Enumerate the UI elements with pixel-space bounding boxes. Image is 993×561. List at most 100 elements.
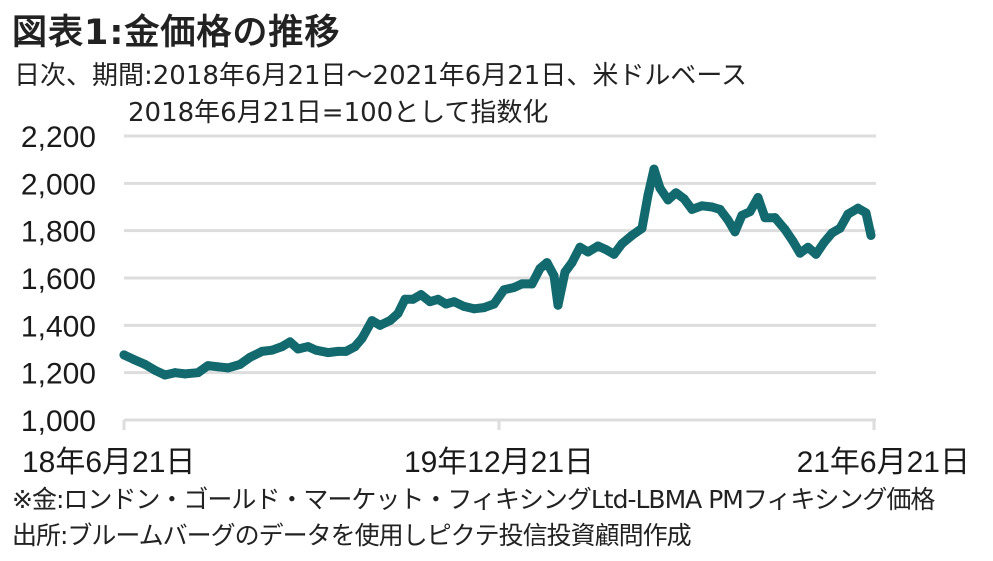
data-point — [140, 359, 150, 369]
source-note: 出所:ブルームバーグのデータを使用しピクテ投信投資顧問作成 — [12, 521, 692, 550]
data-point — [160, 370, 170, 380]
data-point — [213, 362, 223, 372]
data-point — [637, 223, 647, 233]
y-tick-label: 2,200 — [21, 121, 96, 154]
data-point — [745, 207, 755, 217]
x-tick-label: 18年6月21日 — [22, 446, 195, 479]
y-tick-label: 1,200 — [21, 358, 96, 391]
data-point — [235, 359, 245, 369]
data-point — [542, 258, 552, 268]
data-point — [150, 365, 160, 375]
data-point — [277, 342, 287, 352]
gridlines — [124, 134, 876, 375]
data-point — [553, 300, 563, 310]
data-point — [601, 245, 611, 255]
data-point — [323, 348, 333, 358]
x-tick-label: 21年6月21日 — [797, 446, 970, 479]
data-point — [627, 230, 637, 240]
data-point — [861, 208, 871, 218]
data-point — [479, 303, 489, 313]
data-point — [617, 239, 627, 249]
data-point — [780, 224, 790, 234]
y-axis-tick-labels: 1,000 1,200 1,400 1,600 1,800 2,000 2,200 — [21, 121, 96, 438]
data-point — [549, 271, 559, 281]
data-point — [655, 183, 665, 193]
x-tick-label: 19年12月21日 — [404, 446, 594, 479]
data-point — [375, 320, 385, 330]
data-point — [193, 368, 203, 378]
data-point — [697, 201, 707, 211]
data-point — [707, 202, 717, 212]
data-point — [129, 355, 139, 365]
data-point — [257, 346, 267, 356]
data-point — [853, 203, 863, 213]
data-point — [367, 316, 377, 326]
data-point — [489, 299, 499, 309]
data-point — [819, 238, 829, 247]
data-point — [180, 369, 190, 379]
data-point — [459, 301, 469, 311]
data-point — [170, 368, 180, 378]
data-point — [449, 297, 459, 307]
data-point — [408, 294, 418, 304]
data-point — [416, 290, 426, 300]
data-point — [560, 267, 570, 277]
data-point — [687, 204, 697, 214]
data-point — [119, 350, 129, 360]
footnote-gold-definition: ※金:ロンドン・ゴールド・マーケット・フィキシングLtd-LBMA PMフィキシ… — [12, 485, 935, 514]
data-point — [788, 236, 798, 246]
data-point — [517, 279, 527, 289]
data-point — [303, 342, 313, 352]
data-point — [425, 297, 435, 307]
data-point — [499, 285, 509, 295]
data-point — [341, 346, 351, 356]
data-point — [723, 215, 733, 225]
chart-subtitle-period: 日次、期間:2018年6月21日～2021年6月21日、米ドルベース — [14, 61, 748, 91]
data-point — [593, 241, 603, 251]
data-point — [400, 294, 410, 304]
data-point — [527, 279, 537, 289]
chart-title: 図表1:金価格の推移 — [12, 13, 341, 53]
data-point — [433, 294, 443, 304]
data-point — [583, 247, 593, 257]
data-point — [795, 248, 805, 258]
data-point — [567, 258, 577, 268]
data-point — [293, 344, 303, 354]
data-point — [469, 304, 479, 314]
series-gold-price — [119, 164, 876, 380]
data-point — [663, 195, 673, 205]
data-point — [385, 316, 395, 326]
data-point — [285, 337, 295, 347]
data-point — [575, 242, 585, 252]
data-point — [649, 164, 659, 174]
data-point — [441, 299, 451, 309]
data-point — [203, 361, 213, 371]
data-point — [393, 309, 403, 318]
data-point — [643, 190, 653, 200]
data-point — [715, 204, 725, 214]
y-tick-label: 2,000 — [21, 168, 96, 201]
data-point — [311, 345, 321, 355]
data-point — [835, 223, 845, 233]
data-point — [679, 194, 689, 204]
data-point — [770, 213, 780, 223]
chart-subtitle-index-note: 2018年6月21日=100として指数化 — [128, 98, 549, 128]
y-tick-label: 1,000 — [21, 405, 96, 438]
y-tick-label: 1,400 — [21, 310, 96, 343]
data-point — [245, 352, 255, 362]
x-axis-tick-labels: 18年6月21日 19年12月21日 21年6月21日 — [22, 446, 970, 479]
data-point — [866, 230, 876, 240]
y-tick-label: 1,600 — [21, 263, 96, 296]
data-point — [803, 242, 813, 252]
data-point — [609, 249, 619, 259]
data-point — [535, 264, 545, 274]
data-point — [811, 249, 821, 259]
data-point — [671, 188, 681, 198]
data-point — [357, 333, 367, 343]
data-point — [350, 342, 360, 352]
data-point — [267, 345, 277, 355]
data-point — [509, 282, 519, 292]
data-point — [730, 227, 740, 237]
data-point — [223, 363, 233, 373]
